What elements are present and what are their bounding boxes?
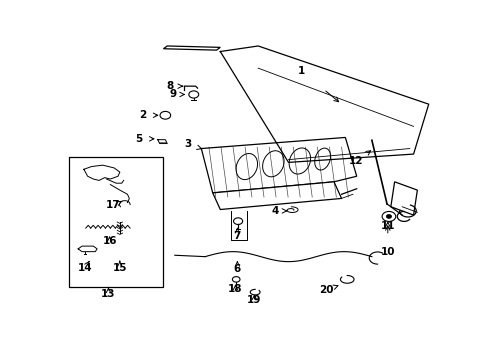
Text: 20: 20 xyxy=(319,285,333,295)
Text: 6: 6 xyxy=(233,264,241,274)
Text: 9: 9 xyxy=(169,90,177,99)
Text: 10: 10 xyxy=(380,247,394,257)
Text: 4: 4 xyxy=(271,206,278,216)
Text: 7: 7 xyxy=(233,231,241,241)
Circle shape xyxy=(386,215,391,219)
Polygon shape xyxy=(212,182,341,210)
Text: 11: 11 xyxy=(380,221,394,231)
Text: 12: 12 xyxy=(348,156,363,166)
Text: 17: 17 xyxy=(106,201,121,210)
Polygon shape xyxy=(163,46,220,50)
Text: 3: 3 xyxy=(184,139,191,149)
Text: 15: 15 xyxy=(112,263,127,273)
Bar xyxy=(68,157,163,287)
Text: 13: 13 xyxy=(101,289,116,299)
Text: 1: 1 xyxy=(298,66,305,76)
Text: 2: 2 xyxy=(139,110,146,120)
Text: 14: 14 xyxy=(78,263,92,273)
Polygon shape xyxy=(201,138,356,193)
Text: 8: 8 xyxy=(166,81,174,91)
Text: 19: 19 xyxy=(247,294,261,305)
Text: 18: 18 xyxy=(228,284,242,293)
Text: 5: 5 xyxy=(135,134,142,144)
Text: 16: 16 xyxy=(102,237,117,246)
